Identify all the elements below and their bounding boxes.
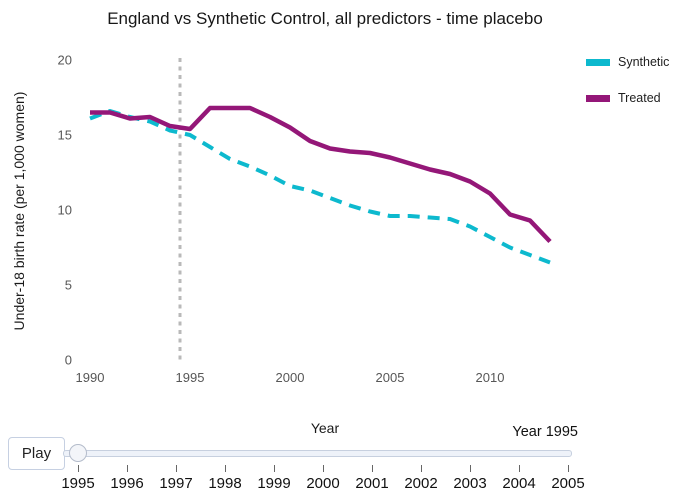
chart-plot: 0 5 10 15 20 1990 1995 2000 2005 2010 xyxy=(58,53,552,385)
legend: Synthetic Treated xyxy=(586,55,669,127)
slider-track[interactable] xyxy=(63,450,572,457)
slider-tick xyxy=(519,465,520,472)
x-tick-label: 1990 xyxy=(76,370,105,385)
x-tick-label: 2005 xyxy=(376,370,405,385)
slider-tick xyxy=(470,465,471,472)
legend-item-treated[interactable]: Treated xyxy=(586,91,669,105)
x-tick-label: 2010 xyxy=(476,370,505,385)
legend-item-synthetic[interactable]: Synthetic xyxy=(586,55,669,69)
x-axis-title: Year xyxy=(310,420,340,436)
slider-tick-label[interactable]: 2004 xyxy=(502,475,536,492)
treated-line xyxy=(90,105,552,244)
legend-swatch-synthetic xyxy=(586,58,610,66)
slider-tick-label[interactable]: 2001 xyxy=(355,475,389,492)
legend-swatch-treated xyxy=(586,94,610,102)
synthetic-line xyxy=(89,109,551,265)
y-tick-label: 15 xyxy=(58,128,72,143)
play-button[interactable]: Play xyxy=(8,437,65,470)
slider-tick xyxy=(274,465,275,472)
page-title: England vs Synthetic Control, all predic… xyxy=(107,9,543,28)
slider-tick-label[interactable]: 1995 xyxy=(61,475,95,492)
legend-label: Synthetic xyxy=(618,55,670,69)
y-tick-label: 5 xyxy=(65,278,72,293)
y-tick-label: 20 xyxy=(58,53,72,68)
legend-label: Treated xyxy=(618,91,661,105)
slider-current-value: Year 1995 xyxy=(512,424,578,440)
slider-tick-label[interactable]: 2000 xyxy=(306,475,340,492)
slider-tick xyxy=(127,465,128,472)
slider-tick-label[interactable]: 2002 xyxy=(404,475,438,492)
slider-tick-label[interactable]: 1996 xyxy=(110,475,144,492)
slider-tick xyxy=(323,465,324,472)
slider-tick xyxy=(225,465,226,472)
slider-tick-label[interactable]: 1997 xyxy=(159,475,193,492)
slider-tick-label[interactable]: 2005 xyxy=(551,475,585,492)
x-tick-label: 1995 xyxy=(176,370,205,385)
x-tick-label: 2000 xyxy=(276,370,305,385)
slider-tick-label[interactable]: 2003 xyxy=(453,475,487,492)
y-tick-label: 10 xyxy=(58,203,72,218)
slider-tick-label[interactable]: 1999 xyxy=(257,475,291,492)
slider-tick xyxy=(176,465,177,472)
slider-tick xyxy=(372,465,373,472)
y-tick-label: 0 xyxy=(65,353,72,368)
slider-tick xyxy=(421,465,422,472)
slider-tick xyxy=(568,465,569,472)
slider-tick-label[interactable]: 1998 xyxy=(208,475,242,492)
slider-tick xyxy=(78,465,79,472)
slider-handle[interactable] xyxy=(69,444,87,462)
